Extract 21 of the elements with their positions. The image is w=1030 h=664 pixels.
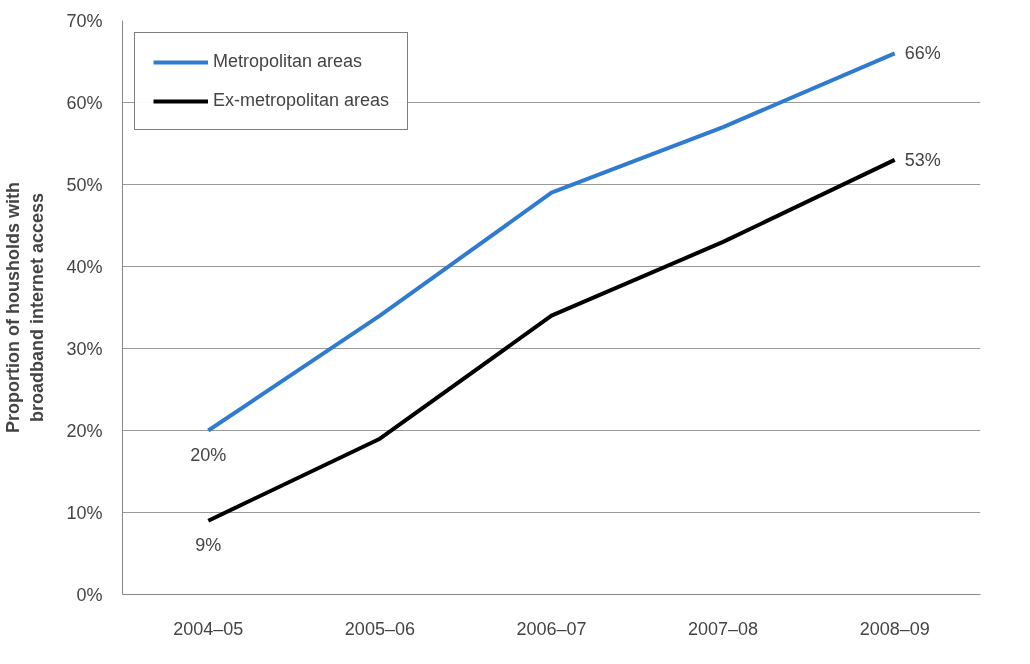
x-tick-label: 2005–06	[344, 618, 415, 639]
x-tick-label: 2006–07	[516, 618, 587, 639]
line-series	[206, 51, 897, 433]
x-tick-label: 2008–09	[859, 618, 930, 639]
y-tick-label: 20%	[66, 420, 103, 441]
legend-label: Metropolitan areas	[213, 51, 363, 72]
y-tick-label: 30%	[66, 338, 103, 359]
legend-label: Ex-metropolitan areas	[213, 90, 390, 111]
y-tick-label: 0%	[76, 584, 103, 605]
y-tick-label: 10%	[66, 502, 103, 523]
data-label: 53%	[904, 149, 941, 170]
y-axis-title: Proportion of housholds with broadband internet access	[3, 182, 48, 433]
data-label: 20%	[190, 444, 227, 465]
data-label: 9%	[195, 534, 222, 555]
y-tick-label: 70%	[66, 10, 103, 31]
x-tick-label: 2004–05	[173, 618, 244, 639]
x-tick-label: 2007–08	[688, 618, 759, 639]
data-label: 66%	[904, 43, 941, 64]
y-tick-label: 50%	[66, 174, 103, 195]
y-tick-label: 40%	[66, 256, 103, 277]
y-tick-label: 60%	[66, 92, 103, 113]
